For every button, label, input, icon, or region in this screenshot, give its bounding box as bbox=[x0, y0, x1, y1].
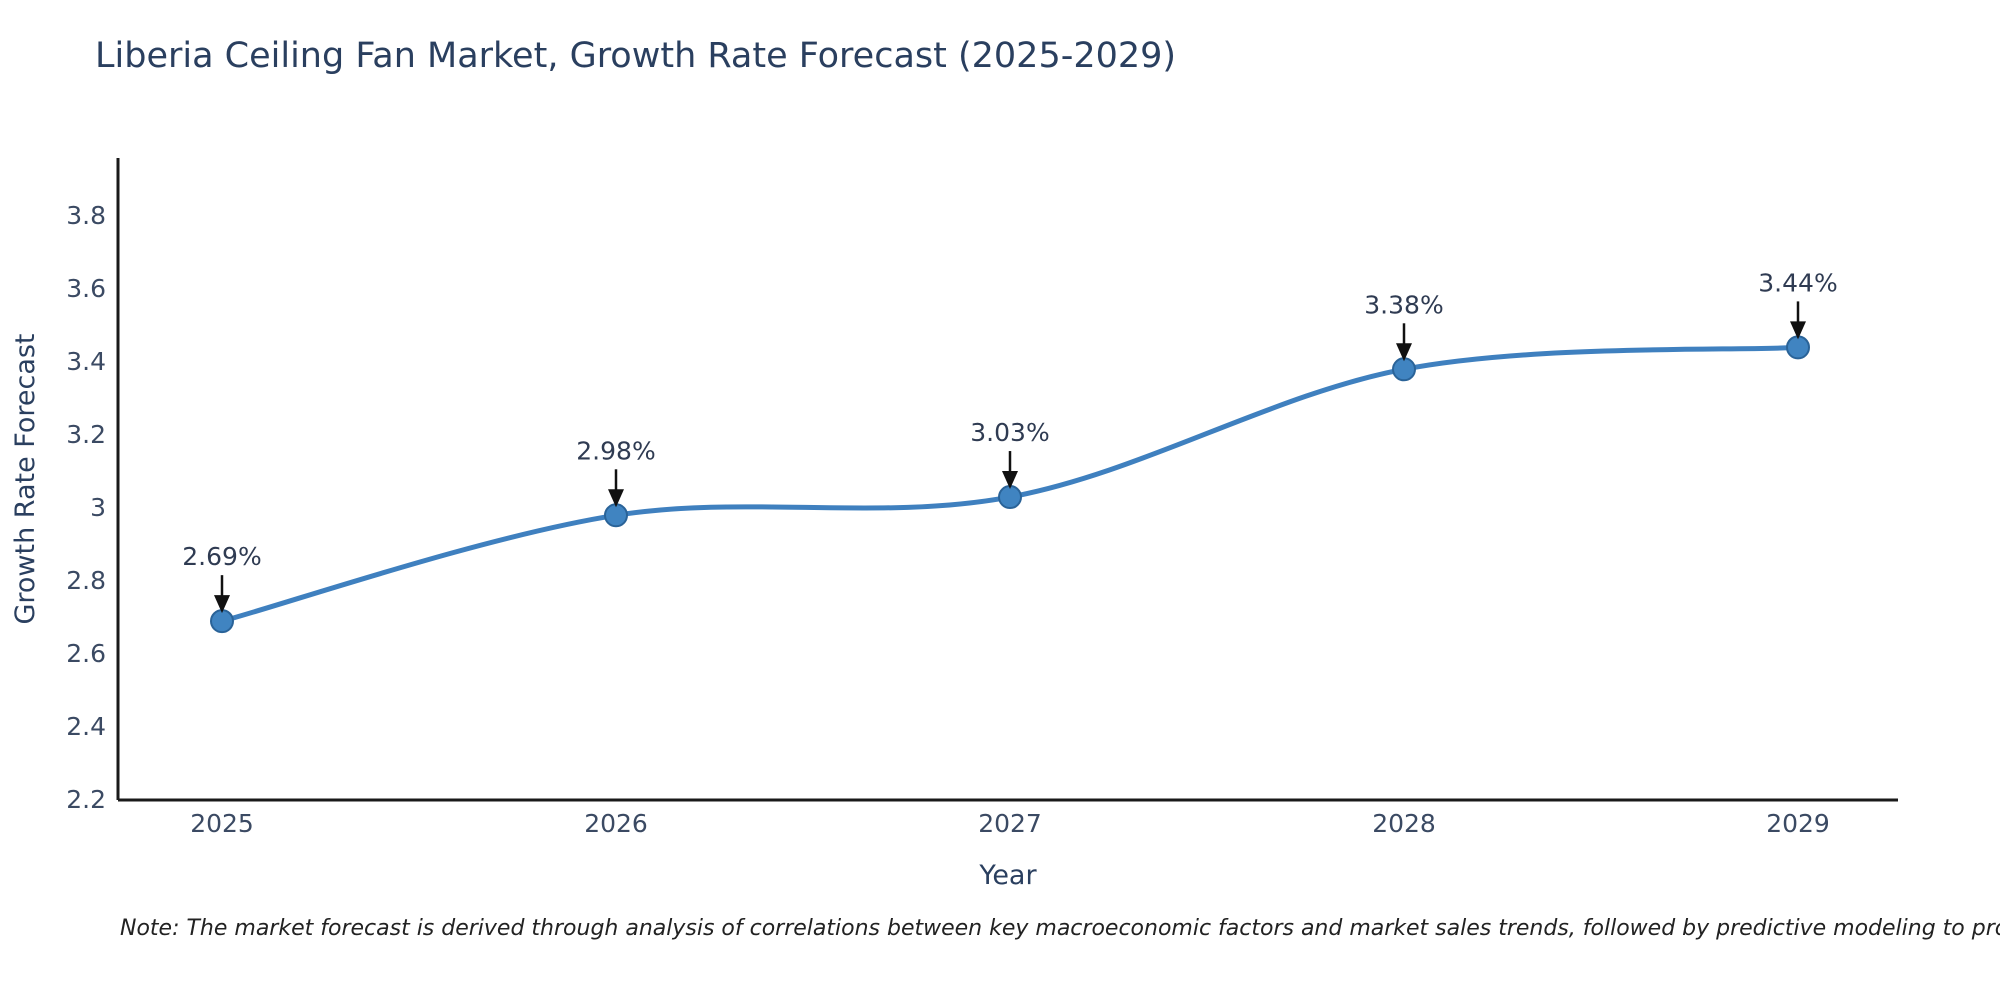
annotation-arrowhead bbox=[1790, 321, 1806, 340]
data-point-marker bbox=[210, 609, 234, 634]
y-tick-label: 3.4 bbox=[66, 347, 106, 376]
x-tick-label: 2027 bbox=[978, 809, 1042, 838]
annotation-arrowhead bbox=[214, 595, 230, 614]
data-point-marker bbox=[604, 503, 628, 528]
annotation-arrowhead bbox=[1396, 343, 1412, 362]
y-tick-label: 3.2 bbox=[66, 420, 106, 449]
chart-title: Liberia Ceiling Fan Market, Growth Rate … bbox=[95, 36, 1177, 76]
data-point-marker bbox=[998, 485, 1022, 510]
data-point-marker bbox=[1786, 335, 1810, 360]
data-point-marker bbox=[1392, 357, 1416, 382]
y-tick-label: 2.6 bbox=[66, 639, 106, 668]
annotation-label: 2.69% bbox=[182, 542, 261, 571]
x-tick-label: 2025 bbox=[190, 809, 254, 838]
annotation-label: 3.38% bbox=[1364, 290, 1443, 319]
annotation-label: 2.98% bbox=[576, 436, 655, 465]
y-tick-label: 2.8 bbox=[66, 566, 106, 595]
y-tick-label: 3.8 bbox=[66, 201, 106, 230]
x-axis-title: Year bbox=[978, 860, 1037, 891]
annotation-label: 3.03% bbox=[970, 418, 1049, 447]
y-tick-label: 2.4 bbox=[66, 712, 106, 741]
chart-footnote: Note: The market forecast is derived thr… bbox=[120, 916, 2000, 941]
y-axis-title: Growth Rate Forecast bbox=[10, 333, 41, 624]
y-tick-label: 3.6 bbox=[66, 274, 106, 303]
y-tick-label: 3 bbox=[90, 493, 106, 522]
annotation-arrowhead bbox=[608, 489, 624, 508]
x-tick-label: 2026 bbox=[584, 809, 648, 838]
annotation-arrowhead bbox=[1002, 471, 1018, 490]
y-tick-label: 2.2 bbox=[66, 785, 106, 814]
annotation-label: 3.44% bbox=[1758, 268, 1837, 297]
x-tick-label: 2028 bbox=[1372, 809, 1436, 838]
x-tick-label: 2029 bbox=[1766, 809, 1830, 838]
